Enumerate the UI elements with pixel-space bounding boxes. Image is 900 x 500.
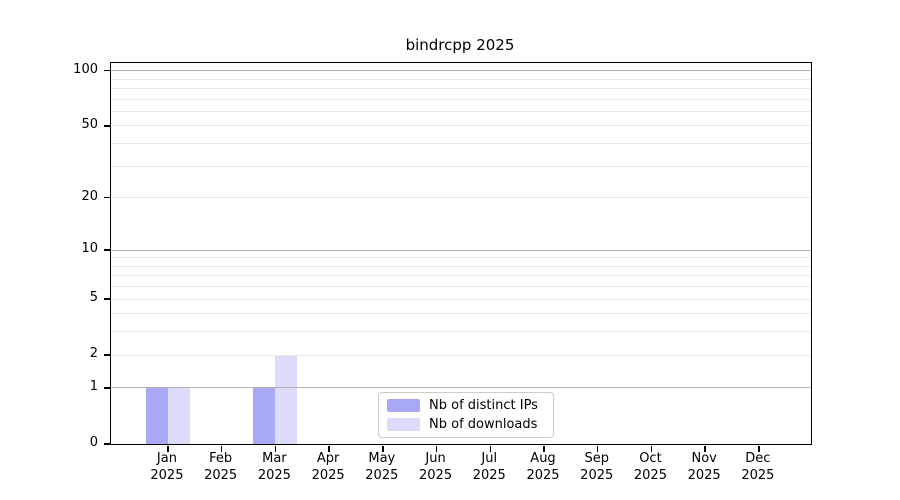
gridline-minor	[111, 265, 811, 267]
x-tick-mark	[597, 445, 599, 452]
y-tick-mark	[103, 298, 110, 300]
gridline-minor	[111, 331, 811, 333]
bar-distinct-ips-mar	[253, 387, 276, 444]
x-tick-label-mar: Mar 2025	[257, 451, 291, 483]
gridline-minor	[111, 110, 811, 112]
legend-swatch-distinct-ips	[387, 399, 420, 412]
x-tick-label-jun: Jun 2025	[419, 451, 453, 483]
x-tick-label-dec: Dec 2025	[741, 451, 775, 483]
x-tick-mark	[543, 445, 545, 452]
x-tick-label-aug: Aug 2025	[526, 451, 560, 483]
x-tick-label-oct: Oct 2025	[633, 451, 667, 483]
y-tick-label: 0	[89, 435, 98, 450]
y-tick-label: 2	[89, 346, 98, 362]
x-tick-mark	[758, 445, 760, 452]
gridline-minor	[111, 98, 811, 100]
legend-label-downloads: Nb of downloads	[429, 417, 538, 432]
y-tick-mark	[103, 443, 110, 445]
x-tick-label-may: May 2025	[365, 451, 399, 483]
legend-item-distinct-ips: Nb of distinct IPs	[387, 398, 545, 413]
legend-swatch-downloads	[387, 418, 420, 431]
gridline-minor	[111, 313, 811, 315]
y-tick-label: 50	[81, 116, 98, 132]
bar-downloads-jan	[167, 387, 190, 444]
gridline-minor	[111, 78, 811, 80]
x-tick-mark	[167, 445, 169, 452]
y-tick-label: 20	[81, 188, 98, 204]
bar-distinct-ips-jan	[145, 387, 168, 444]
gridline-major	[111, 249, 811, 251]
gridline-minor	[111, 286, 811, 288]
x-tick-label-sep: Sep 2025	[580, 451, 614, 483]
x-tick-mark	[382, 445, 384, 452]
chart-title: bindrcpp 2025	[405, 36, 515, 54]
y-tick-mark	[103, 196, 110, 199]
gridline-minor	[111, 275, 811, 277]
gridline-minor	[111, 197, 811, 199]
gridline-major	[111, 70, 811, 72]
legend: Nb of distinct IPs Nb of downloads	[378, 392, 554, 438]
x-tick-label-feb: Feb 2025	[204, 451, 238, 483]
x-tick-mark	[274, 445, 277, 452]
x-tick-mark	[328, 445, 330, 452]
y-tick-label: 10	[81, 241, 98, 256]
y-tick-mark	[103, 125, 110, 127]
y-tick-label: 1	[89, 378, 98, 394]
x-tick-mark	[704, 445, 706, 452]
gridline-minor	[111, 165, 811, 167]
gridline-minor	[111, 257, 811, 259]
x-tick-label-jan: Jan 2025	[150, 451, 184, 483]
legend-label-distinct-ips: Nb of distinct IPs	[429, 398, 538, 413]
bar-downloads-mar	[275, 355, 298, 444]
gridline-minor	[111, 354, 811, 356]
x-tick-label-nov: Nov 2025	[687, 451, 721, 483]
x-tick-label-jul: Jul 2025	[472, 451, 506, 483]
y-tick-mark	[103, 387, 110, 389]
gridline-minor	[111, 87, 811, 89]
y-tick-mark	[103, 249, 110, 251]
y-tick-label: 100	[73, 61, 98, 77]
gridline-minor	[111, 125, 811, 127]
y-tick-mark	[103, 354, 110, 356]
gridline-major	[111, 387, 811, 389]
x-tick-mark	[220, 445, 223, 452]
gridline-minor	[111, 143, 811, 145]
plot-area: Nb of distinct IPs Nb of downloads	[103, 62, 812, 452]
legend-item-downloads: Nb of downloads	[387, 417, 545, 432]
x-tick-mark	[650, 445, 653, 452]
x-tick-mark	[489, 445, 491, 452]
y-tick-label: 5	[89, 290, 98, 306]
x-tick-mark	[435, 445, 438, 452]
y-tick-mark	[103, 69, 110, 72]
x-tick-label-apr: Apr 2025	[311, 451, 345, 483]
gridline-minor	[111, 298, 811, 300]
